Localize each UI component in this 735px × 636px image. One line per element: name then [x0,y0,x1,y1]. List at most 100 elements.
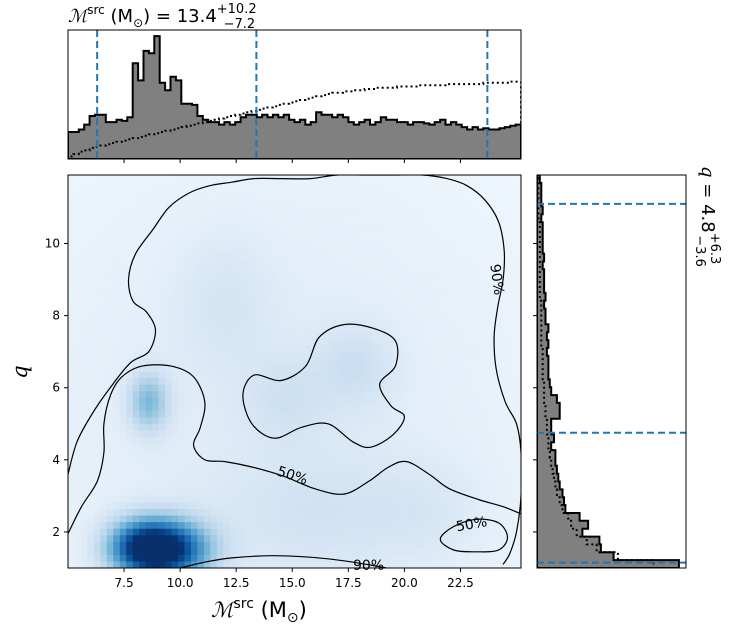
heatmap-cell [223,437,231,445]
heatmap-cell [436,253,444,261]
heatmap-cell [469,384,477,392]
heatmap-cell [119,548,127,556]
heatmap-cell [262,351,270,359]
heatmap-cell [126,456,134,464]
heatmap-cell [352,522,360,530]
heatmap-cell [74,548,82,556]
heatmap-cell [268,469,276,477]
heatmap-cell [74,240,82,248]
heatmap-cell [443,240,451,248]
heatmap-cell [223,495,231,504]
heatmap-cell [443,476,451,484]
heatmap-cell [197,417,205,425]
heatmap-cell [100,351,108,359]
heatmap-cell [514,338,521,346]
heatmap-cell [482,561,490,568]
heatmap-cell [223,561,231,568]
heatmap-cell [223,391,231,399]
heatmap-cell [514,476,521,484]
heatmap-cell [152,351,160,359]
heatmap-cell [514,430,521,438]
heatmap-cell [275,535,283,543]
heatmap-cell [300,554,309,563]
heatmap-cell [158,495,166,504]
heatmap-cell [223,528,231,536]
heatmap-cell [436,332,444,340]
heatmap-cell [488,509,496,517]
heatmap-cell [178,469,186,477]
heatmap-cell [398,417,406,425]
heatmap-cell [430,260,438,268]
heatmap-cell [216,509,224,517]
heatmap-cell [80,292,89,301]
heatmap-cell [190,319,199,327]
heatmap-cell [449,476,457,484]
heatmap-cell [139,332,147,340]
heatmap-cell [80,371,89,379]
heatmap-cell [178,214,186,222]
heatmap-cell [210,443,218,451]
heatmap-cell [294,260,302,268]
heatmap-cell [501,443,509,451]
heatmap-cell [210,476,218,484]
heatmap-cell [152,338,160,346]
heatmap-cell [262,417,270,425]
heatmap-cell [275,299,283,307]
heatmap-cell [281,502,289,510]
heatmap-cell [307,247,315,255]
heatmap-cell [423,351,431,359]
heatmap-cell [508,253,516,261]
heatmap-cell [100,528,108,536]
heatmap-cell [216,194,224,202]
heatmap-cell [288,430,296,438]
heatmap-cell [410,482,419,490]
heatmap-cell [300,358,309,366]
heatmap-cell [216,312,224,320]
heatmap-cell [100,522,108,530]
heatmap-cell [469,437,477,445]
heatmap-cell [359,194,367,202]
heatmap-cell [281,273,289,281]
heatmap-cell [87,332,95,340]
heatmap-cell [307,410,315,418]
heatmap-cell [210,509,218,517]
heatmap-cell [423,482,431,490]
heatmap-cell [262,509,270,517]
heatmap-cell [475,423,483,432]
heatmap-cell [294,325,302,333]
heatmap-cell [404,260,412,268]
heatmap-cell [508,306,516,314]
heatmap-cell [372,247,380,255]
heatmap-cell [236,299,244,307]
heatmap-cell [178,247,186,255]
heatmap-cell [158,253,166,261]
heatmap-cell [404,194,412,202]
heatmap-cell [262,384,270,392]
heatmap-cell [255,522,263,530]
heatmap-cell [359,292,367,301]
heatmap-cell [430,175,438,183]
heatmap-cell [359,515,367,523]
heatmap-cell [359,233,367,242]
heatmap-cell [152,495,160,504]
heatmap-cell [281,306,289,314]
heatmap-cell [475,384,483,392]
heatmap-cell [417,332,425,340]
heatmap-cell [80,469,89,477]
heatmap-cell [74,207,82,215]
heatmap-cell [242,279,250,287]
heatmap-cell [255,417,263,425]
heatmap-cell [378,515,386,523]
heatmap-cell [359,351,367,359]
heatmap-cell [391,535,399,543]
heatmap-cell [378,364,386,373]
heatmap-cell [178,554,186,563]
heatmap-cell [275,201,283,209]
heatmap-cell [74,535,82,543]
heatmap-cell [300,528,309,536]
heatmap-cell [165,482,173,490]
heatmap-cell [501,561,509,568]
heatmap-cell [372,371,380,379]
heatmap-cell [165,548,173,556]
heatmap-cell [106,502,114,510]
